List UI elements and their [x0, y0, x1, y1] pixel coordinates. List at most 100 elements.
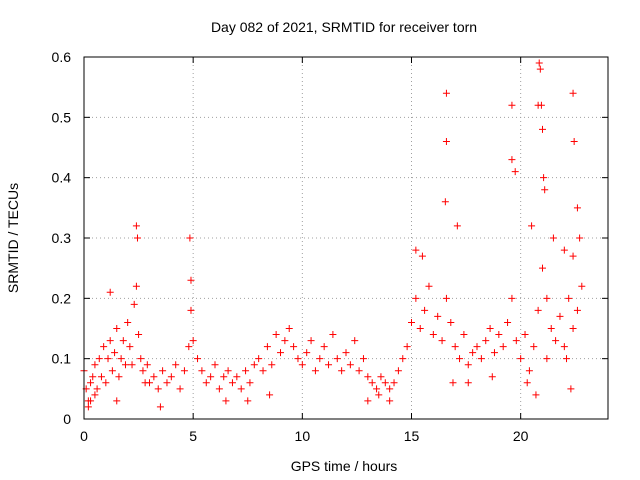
data-point	[137, 355, 145, 363]
data-point	[277, 349, 284, 357]
data-point	[394, 367, 402, 375]
data-point	[128, 361, 136, 369]
data-point	[172, 361, 180, 369]
data-point	[143, 361, 151, 369]
data-point	[150, 373, 158, 381]
data-point	[135, 331, 143, 339]
data-point	[482, 337, 490, 345]
data-point	[329, 331, 337, 339]
data-point	[84, 403, 92, 411]
data-point	[477, 355, 485, 363]
data-point	[469, 349, 477, 357]
data-point	[377, 373, 385, 381]
data-point	[552, 337, 560, 345]
data-point	[237, 385, 245, 393]
x-tick-label: 5	[189, 428, 197, 444]
data-point	[156, 403, 164, 411]
y-tick-label: 0.6	[52, 49, 72, 65]
y-tick-label: 0.1	[52, 351, 72, 367]
data-point	[167, 373, 175, 381]
data-point	[102, 379, 110, 387]
data-point	[488, 373, 496, 381]
data-point	[359, 355, 367, 363]
data-point	[523, 379, 531, 387]
data-point	[198, 367, 206, 375]
data-point	[442, 294, 450, 302]
data-point	[211, 361, 219, 369]
data-point	[573, 204, 581, 212]
data-point	[532, 391, 540, 399]
data-point	[486, 325, 494, 332]
data-point	[189, 337, 197, 345]
data-point	[119, 337, 127, 345]
data-point	[421, 306, 429, 314]
data-point	[543, 294, 551, 302]
data-point	[536, 65, 544, 73]
data-point	[91, 391, 99, 399]
data-point	[104, 355, 112, 363]
y-tick-label: 0.5	[52, 109, 72, 125]
data-series	[80, 59, 586, 411]
data-point	[246, 379, 254, 387]
data-point	[316, 355, 324, 363]
data-point	[342, 349, 350, 357]
data-point	[540, 174, 548, 182]
x-tick-label: 10	[295, 428, 311, 444]
data-point	[106, 337, 114, 345]
data-point	[490, 349, 498, 357]
data-point	[560, 246, 568, 254]
data-point	[499, 343, 507, 351]
y-tick-label: 0.2	[52, 290, 72, 306]
data-point	[549, 234, 557, 242]
data-point	[386, 397, 394, 405]
data-point	[91, 361, 99, 369]
data-point	[425, 282, 433, 290]
data-point	[438, 337, 446, 345]
data-point	[573, 306, 581, 314]
data-point	[126, 343, 134, 351]
data-point	[307, 337, 315, 345]
y-tick-label: 0.4	[52, 170, 72, 186]
x-tick-label: 15	[404, 428, 420, 444]
data-point	[418, 252, 426, 260]
data-point	[547, 325, 555, 332]
data-point	[508, 156, 516, 164]
data-point	[320, 343, 328, 351]
data-point	[399, 355, 407, 363]
data-point	[266, 391, 274, 399]
data-point	[117, 355, 125, 363]
data-point	[563, 355, 571, 363]
data-point	[180, 367, 188, 375]
data-point	[495, 331, 503, 339]
data-point	[578, 282, 586, 290]
data-point	[242, 367, 250, 375]
x-tick-label: 20	[513, 428, 529, 444]
data-point	[449, 379, 457, 387]
data-point	[298, 361, 306, 369]
data-point	[528, 222, 536, 230]
data-point	[556, 312, 564, 320]
data-point	[176, 385, 184, 393]
data-point	[220, 373, 228, 381]
data-point	[108, 367, 116, 375]
data-point	[473, 343, 481, 351]
data-point	[186, 234, 194, 242]
y-axis-label: SRMTID / TECUs	[5, 183, 21, 293]
data-point	[346, 361, 354, 369]
data-point	[139, 367, 147, 375]
data-point	[429, 331, 437, 339]
data-point	[517, 355, 525, 363]
data-point	[460, 331, 468, 339]
x-tick-label: 0	[80, 428, 88, 444]
data-point	[263, 343, 271, 351]
data-point	[567, 385, 575, 393]
data-point	[375, 391, 383, 399]
y-tick-label: 0.3	[52, 230, 72, 246]
data-point	[97, 373, 105, 381]
data-point	[281, 337, 289, 345]
data-point	[464, 379, 472, 387]
data-point	[576, 234, 584, 242]
data-point	[294, 355, 302, 363]
data-point	[351, 337, 359, 345]
